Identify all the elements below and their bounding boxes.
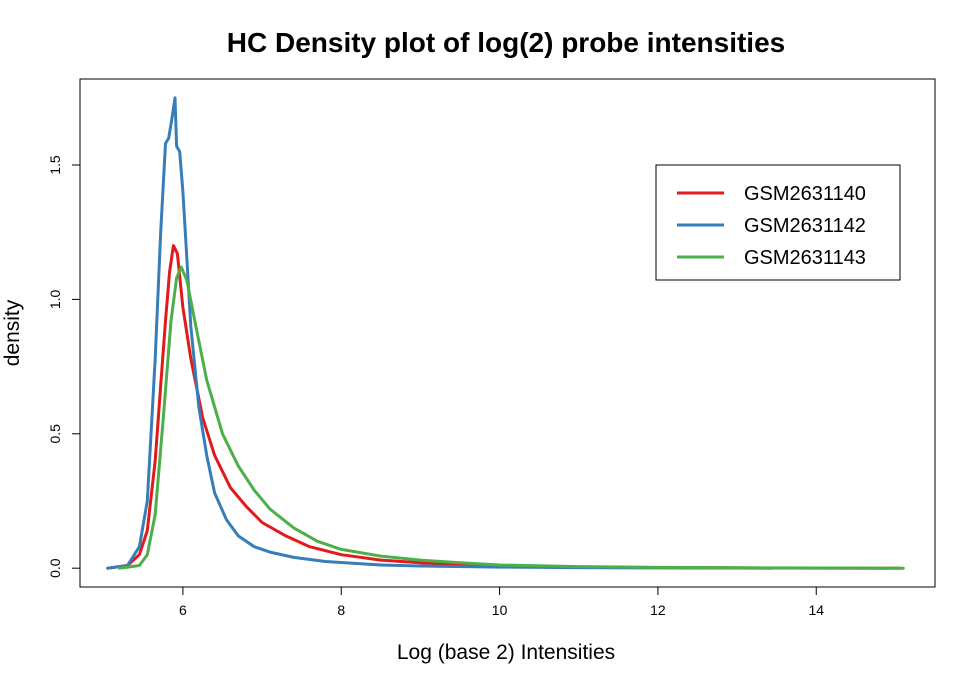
x-axis: 6 8 10 12 14 xyxy=(179,586,824,618)
x-tick-label: 10 xyxy=(492,602,508,618)
y-tick-label: 0.5 xyxy=(47,424,63,444)
y-tick-label: 0.0 xyxy=(47,558,63,578)
chart-title: HC Density plot of log(2) probe intensit… xyxy=(227,27,785,58)
legend-label: GSM2631142 xyxy=(744,215,866,237)
series-line-gsm2631143 xyxy=(118,265,905,570)
x-tick-label: 14 xyxy=(808,602,824,618)
legend: GSM2631140 GSM2631142 GSM2631143 xyxy=(655,164,901,281)
y-tick-label: 1.5 xyxy=(47,155,63,175)
plot-frame xyxy=(79,78,936,588)
y-axis: 0.0 0.5 1.0 1.5 xyxy=(47,155,81,578)
legend-label: GSM2631143 xyxy=(744,247,866,269)
series-line-gsm2631142 xyxy=(106,96,773,570)
legend-box xyxy=(655,164,901,281)
legend-label: GSM2631140 xyxy=(744,183,866,205)
y-axis-label: density xyxy=(1,299,24,366)
y-tick-label: 1.0 xyxy=(47,289,63,309)
series-layer xyxy=(106,96,905,570)
x-tick-label: 6 xyxy=(179,602,187,618)
x-axis-label: Log (base 2) Intensities xyxy=(397,641,615,664)
x-tick-label: 12 xyxy=(650,602,666,618)
x-tick-label: 8 xyxy=(337,602,345,618)
